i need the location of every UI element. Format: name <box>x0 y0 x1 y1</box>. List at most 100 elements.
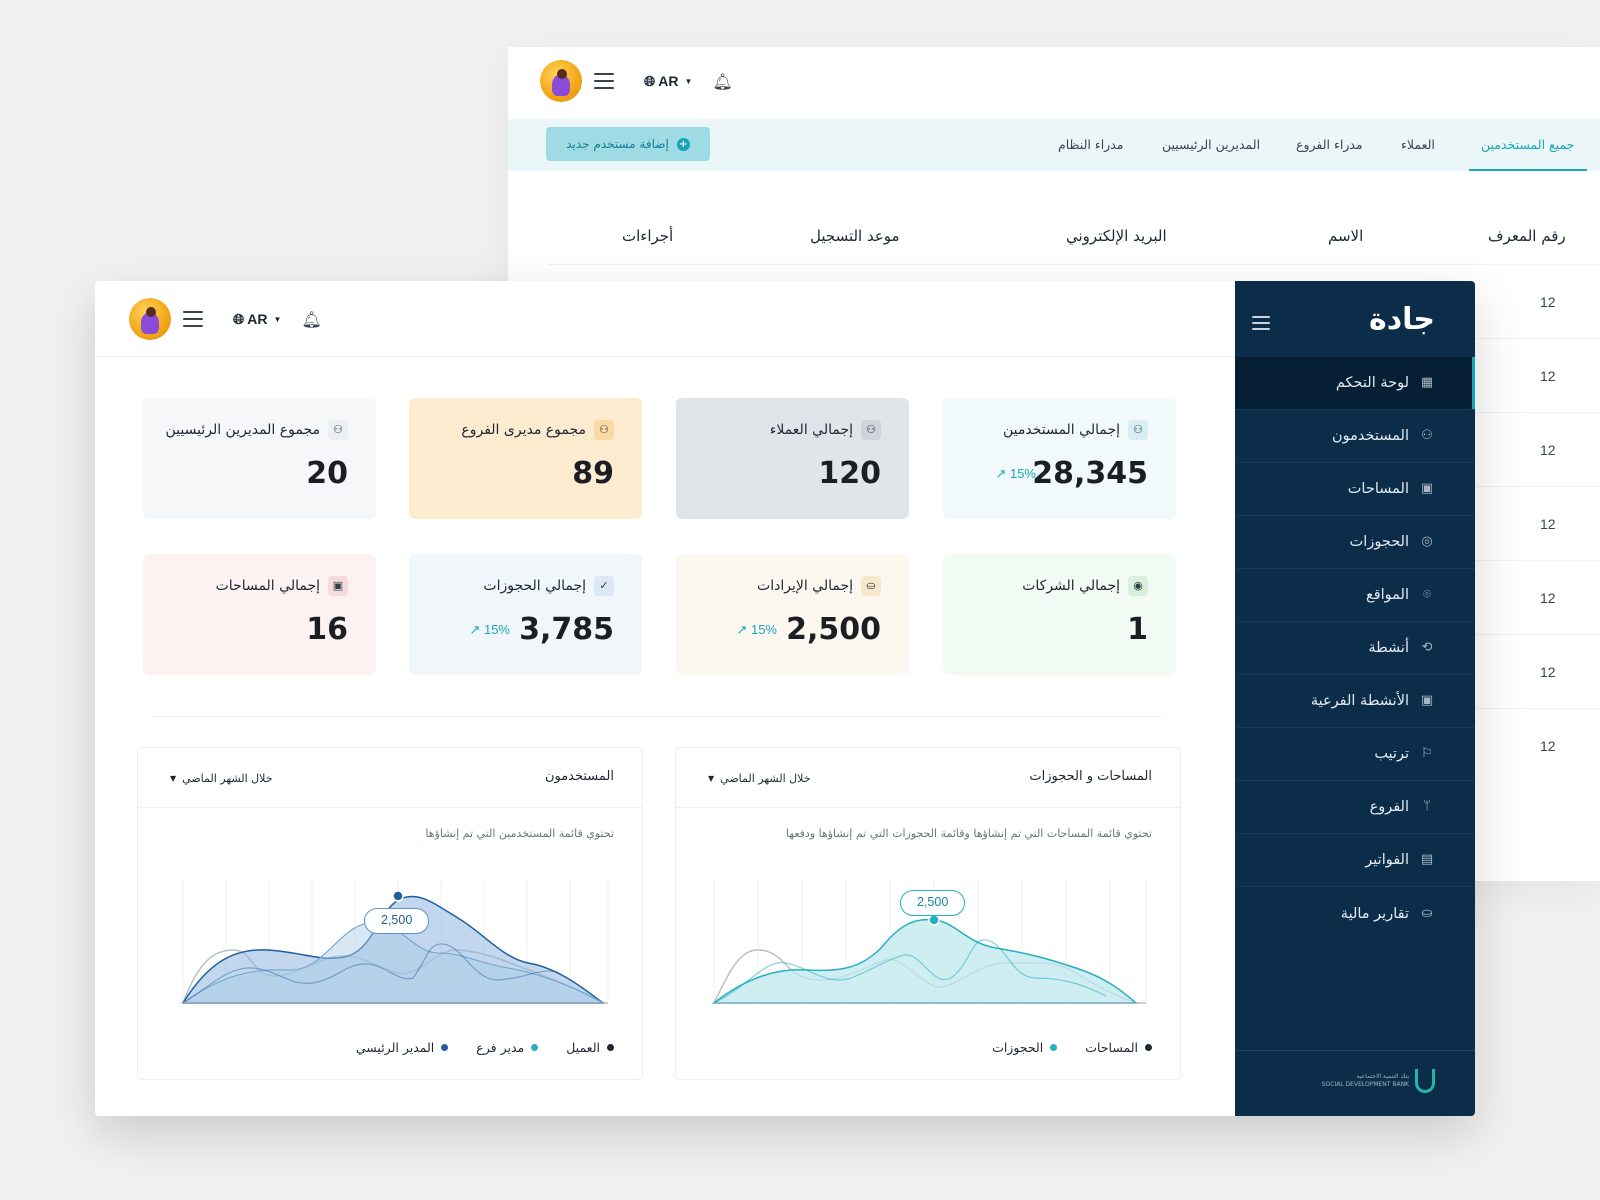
sidebar-item-bookings[interactable]: الحجوزات ◎ <box>1235 516 1475 569</box>
column-header-actions: أجراءات <box>622 227 674 245</box>
stat-card-total-clients: ⚇ إجمالي العملاء 120 <box>676 398 909 519</box>
legend-item: العميل <box>566 1040 614 1055</box>
bell-icon[interactable]: 🔔︎ <box>301 309 322 329</box>
stat-card-main-managers: ⚇ مجموع المديرين الرئيسيين 20 <box>143 398 376 519</box>
chart-title: المساحات و الحجوزات <box>1029 769 1152 784</box>
users-chart-panel: المستخدمون خلال الشهر الماضي ▼ تحتوي قائم… <box>137 747 643 1080</box>
bg-topbar: 🌐︎ AR ▼ 🔔︎ <box>508 47 1600 119</box>
tab-system-admins[interactable]: مدراء النظام <box>1058 137 1124 152</box>
period-dropdown[interactable]: خلال الشهر الماضي ▼ <box>708 772 811 785</box>
sidebar-item-dashboard[interactable]: لوحة التحكم ▦ <box>1235 357 1475 410</box>
target-icon: ◉ <box>1128 576 1148 596</box>
stat-card-total-bookings: ✓ إجمالي الحجوزات 3,785 ↗ 15% <box>409 554 642 675</box>
tab-branch-managers[interactable]: مدراء الفروع <box>1296 137 1363 152</box>
user-tabs-bar: جميع المستخدمين العملاء مدراء الفروع الم… <box>508 119 1600 171</box>
avatar[interactable] <box>540 60 582 102</box>
legend-dot <box>1050 1044 1058 1051</box>
globe-icon: 🌐︎ <box>644 72 656 89</box>
period-dropdown[interactable]: خلال الشهر الماضي ▼ <box>170 772 273 785</box>
table-row[interactable]: 12 <box>548 264 1600 338</box>
tab-clients[interactable]: العملاء <box>1401 137 1435 152</box>
active-tab-indicator <box>1469 169 1587 171</box>
bell-icon[interactable]: 🔔︎ <box>712 71 733 91</box>
sidebar-item-label: الأنشطة الفرعية <box>1310 693 1409 709</box>
social-development-bank-logo: بنك التنمية الاجتماعية SOCIAL DEVELOPMEN… <box>1322 1069 1435 1093</box>
row-id: 12 <box>1540 516 1556 532</box>
tab-all-users[interactable]: جميع المستخدمين <box>1481 137 1575 152</box>
users-icon: ⚇ <box>594 420 614 440</box>
users-area-chart <box>181 878 609 1004</box>
money-icon: ⛀ <box>861 576 881 596</box>
sidebar: جادة لوحة التحكم ▦ المستخدمون ⚇ المساحات… <box>1235 281 1475 1116</box>
chart-header: المساحات و الحجوزات خلال الشهر الماضي ▼ <box>676 748 1180 808</box>
row-id: 12 <box>1540 738 1556 754</box>
chart-header: المستخدمون خلال الشهر الماضي ▼ <box>138 748 642 808</box>
language-selector[interactable]: 🌐︎ AR ▼ <box>644 72 693 90</box>
menu-icon[interactable] <box>594 73 614 89</box>
column-header-id: رقم المعرف <box>1488 227 1566 245</box>
users-icon: ⚇ <box>1128 420 1148 440</box>
column-header-registration: موعد التسجيل <box>810 227 900 245</box>
column-header-name: الاسم <box>1328 227 1364 245</box>
trend-up-icon: ↗ <box>469 622 484 637</box>
menu-icon[interactable] <box>183 311 203 327</box>
bookings-icon: ◎ <box>1421 534 1433 549</box>
sidebar-item-branches[interactable]: الفروع ᛘ <box>1235 781 1475 834</box>
avatar[interactable] <box>129 298 171 340</box>
stat-value: 28,345 <box>1032 456 1148 491</box>
sidebar-item-label: المساحات <box>1347 481 1409 497</box>
sidebar-item-financial-reports[interactable]: تقارير مالية ⛀ <box>1235 887 1475 940</box>
stat-value: 1 <box>1127 612 1148 647</box>
caret-down-icon: ▼ <box>273 314 282 324</box>
chart-value-callout: 2,500 <box>364 908 430 934</box>
chart-value-callout: 2,500 <box>900 890 966 916</box>
stat-card-total-revenue: ⛀ إجمالي الإيرادات 2,500 ↗ 15% <box>676 554 909 675</box>
chart-title: المستخدمون <box>544 769 614 784</box>
stat-value: 20 <box>306 456 348 491</box>
sidebar-item-activities[interactable]: أنشطة ⟲ <box>1235 622 1475 675</box>
sidebar-item-users[interactable]: المستخدمون ⚇ <box>1235 410 1475 463</box>
trend-indicator: ↗ 15% <box>736 622 777 637</box>
row-id: 12 <box>1540 664 1556 680</box>
caret-down-icon: ▼ <box>708 774 715 783</box>
sidebar-item-spaces[interactable]: المساحات ▣ <box>1235 463 1475 516</box>
language-selector[interactable]: 🌐︎ AR ▼ <box>233 310 282 328</box>
row-id: 12 <box>1540 294 1556 310</box>
sidebar-item-locations[interactable]: المواقع ⌾ <box>1235 569 1475 622</box>
chart-point-marker <box>392 890 404 902</box>
spaces-bookings-chart-panel: المساحات و الحجوزات خلال الشهر الماضي ▼ ت… <box>675 747 1181 1080</box>
tab-main-managers[interactable]: المديرين الرئيسيين <box>1162 137 1261 152</box>
chart-description: تحتوي قائمة المستخدمين التي تم إنشاؤها <box>425 827 614 840</box>
flag-icon: ⚐ <box>1421 746 1433 761</box>
stat-card-total-users: ⚇ إجمالي المستخدمين 28,345 ↗ 15% <box>943 398 1176 519</box>
chart-point-marker <box>928 914 940 926</box>
spaces-bookings-area-chart <box>711 878 1147 1004</box>
sidebar-footer: بنك التنمية الاجتماعية SOCIAL DEVELOPMEN… <box>1235 1050 1475 1116</box>
caret-down-icon: ▼ <box>170 774 177 783</box>
check-circle-icon: ✓ <box>594 576 614 596</box>
stat-value: 2,500 <box>786 612 881 647</box>
legend-item: المساحات <box>1085 1040 1152 1055</box>
sidebar-item-label: لوحة التحكم <box>1335 375 1409 391</box>
location-pin-icon: ⌾ <box>1423 587 1431 602</box>
sidebar-item-label: ترتيب <box>1374 746 1409 762</box>
sidebar-toggle-icon[interactable] <box>1252 316 1270 330</box>
trend-up-icon: ↗ <box>736 622 751 637</box>
sidebar-item-label: المستخدمون <box>1331 428 1409 444</box>
client-inner-line <box>182 943 559 1004</box>
plus-icon: + <box>676 137 690 151</box>
add-user-button[interactable]: + إضافة مستخدم جديد <box>546 127 710 161</box>
sidebar-item-label: أنشطة <box>1368 640 1409 656</box>
sub-activities-icon: ▣ <box>1420 693 1434 708</box>
invoice-icon: ▤ <box>1420 852 1434 867</box>
legend-item: الحجوزات <box>992 1040 1058 1055</box>
spaces-icon: ▣ <box>1420 481 1434 496</box>
activities-icon: ⟲ <box>1421 640 1433 655</box>
sidebar-item-sub-activities[interactable]: الأنشطة الفرعية ▣ <box>1235 675 1475 728</box>
users-icon: ⚇ <box>861 420 881 440</box>
trend-indicator: ↗ 15% <box>469 622 510 637</box>
sidebar-item-invoices[interactable]: الفواتير ▤ <box>1235 834 1475 887</box>
stat-card-total-companies: ◉ إجمالي الشركات 1 <box>943 554 1176 675</box>
stat-value: 89 <box>572 456 614 491</box>
sidebar-item-ranking[interactable]: ترتيب ⚐ <box>1235 728 1475 781</box>
